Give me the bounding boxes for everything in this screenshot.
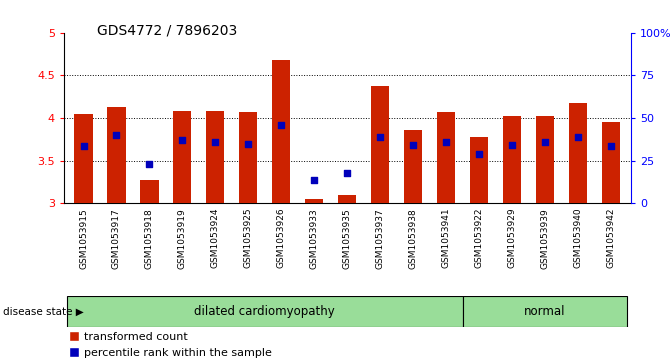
Bar bbox=[206, 111, 224, 203]
Point bbox=[342, 170, 353, 175]
Bar bbox=[602, 122, 620, 203]
Point bbox=[375, 134, 386, 140]
Text: GSM1053935: GSM1053935 bbox=[343, 208, 352, 269]
Point bbox=[309, 178, 319, 183]
Point bbox=[474, 151, 484, 157]
Point bbox=[606, 143, 617, 149]
Text: GSM1053919: GSM1053919 bbox=[178, 208, 187, 269]
Point bbox=[210, 139, 221, 145]
Point bbox=[144, 161, 155, 167]
Text: GSM1053933: GSM1053933 bbox=[310, 208, 319, 269]
Bar bbox=[240, 112, 258, 203]
Bar bbox=[107, 107, 125, 203]
Point bbox=[78, 143, 89, 149]
Bar bbox=[371, 86, 389, 203]
Text: dilated cardiomyopathy: dilated cardiomyopathy bbox=[195, 305, 336, 318]
Text: GSM1053939: GSM1053939 bbox=[541, 208, 550, 269]
Bar bbox=[404, 130, 422, 203]
Bar bbox=[74, 114, 93, 203]
Text: GSM1053924: GSM1053924 bbox=[211, 208, 220, 268]
Bar bbox=[503, 116, 521, 203]
Text: GSM1053938: GSM1053938 bbox=[409, 208, 417, 269]
Bar bbox=[173, 111, 191, 203]
Point bbox=[177, 137, 188, 143]
Point bbox=[572, 134, 583, 140]
Bar bbox=[305, 199, 323, 203]
Legend: transformed count, percentile rank within the sample: transformed count, percentile rank withi… bbox=[69, 332, 272, 358]
Text: GSM1053942: GSM1053942 bbox=[607, 208, 615, 268]
Text: GSM1053937: GSM1053937 bbox=[376, 208, 384, 269]
Text: GSM1053926: GSM1053926 bbox=[277, 208, 286, 269]
Text: GSM1053922: GSM1053922 bbox=[474, 208, 484, 268]
Bar bbox=[140, 180, 158, 203]
Bar bbox=[536, 116, 554, 203]
Bar bbox=[338, 195, 356, 203]
Text: GSM1053918: GSM1053918 bbox=[145, 208, 154, 269]
Bar bbox=[67, 296, 462, 327]
Text: GSM1053915: GSM1053915 bbox=[79, 208, 88, 269]
Text: GSM1053940: GSM1053940 bbox=[574, 208, 582, 269]
Bar bbox=[272, 60, 291, 203]
Text: disease state ▶: disease state ▶ bbox=[3, 306, 84, 316]
Bar bbox=[462, 296, 627, 327]
Point bbox=[243, 140, 254, 146]
Point bbox=[408, 142, 419, 148]
Bar bbox=[437, 112, 455, 203]
Bar bbox=[470, 137, 488, 203]
Text: GDS4772 / 7896203: GDS4772 / 7896203 bbox=[97, 24, 238, 38]
Bar bbox=[569, 103, 587, 203]
Point bbox=[539, 139, 550, 145]
Text: GSM1053941: GSM1053941 bbox=[442, 208, 451, 269]
Text: GSM1053929: GSM1053929 bbox=[507, 208, 517, 269]
Point bbox=[507, 142, 517, 148]
Text: GSM1053925: GSM1053925 bbox=[244, 208, 253, 269]
Point bbox=[111, 132, 122, 138]
Point bbox=[276, 122, 287, 128]
Text: GSM1053917: GSM1053917 bbox=[112, 208, 121, 269]
Text: normal: normal bbox=[524, 305, 566, 318]
Point bbox=[441, 139, 452, 145]
